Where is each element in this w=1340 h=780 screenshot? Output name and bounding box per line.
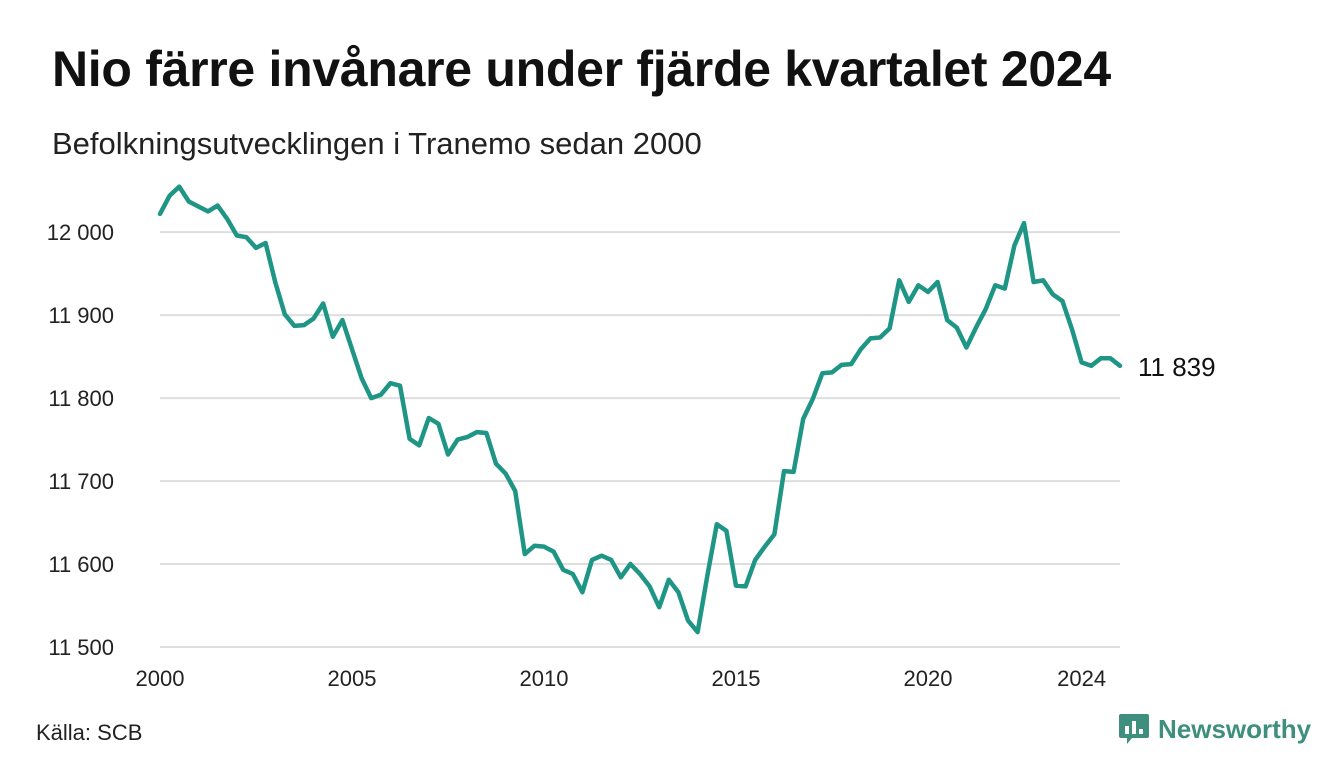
series-line xyxy=(157,184,1123,635)
y-tick-label: 11 600 xyxy=(48,552,114,577)
x-tick-label: 2015 xyxy=(712,666,761,691)
source-label: Källa: SCB xyxy=(36,720,143,745)
x-tick-label: 2005 xyxy=(328,666,377,691)
x-tick-label: 2020 xyxy=(904,666,953,691)
brand-logo: Newsworthy xyxy=(1118,712,1311,746)
x-tick-label: 2010 xyxy=(520,666,569,691)
chart-title: Nio färre invånare under fjärde kvartale… xyxy=(52,41,1111,97)
end-value-label: 11 839 xyxy=(1138,352,1216,382)
y-tick-label: 11 900 xyxy=(48,303,114,328)
x-tick-label: 2024 xyxy=(1057,666,1106,691)
y-tick-label: 12 000 xyxy=(47,220,114,245)
y-tick-label: 11 800 xyxy=(48,386,114,411)
x-tick-label: 2000 xyxy=(136,666,185,691)
chart-subtitle: Befolkningsutvecklingen i Tranemo sedan … xyxy=(52,126,702,161)
y-tick-label: 11 700 xyxy=(48,469,114,494)
brand-name: Newsworthy xyxy=(1158,713,1312,744)
newsworthy-icon xyxy=(1119,714,1149,744)
y-tick-label: 11 500 xyxy=(48,635,114,660)
